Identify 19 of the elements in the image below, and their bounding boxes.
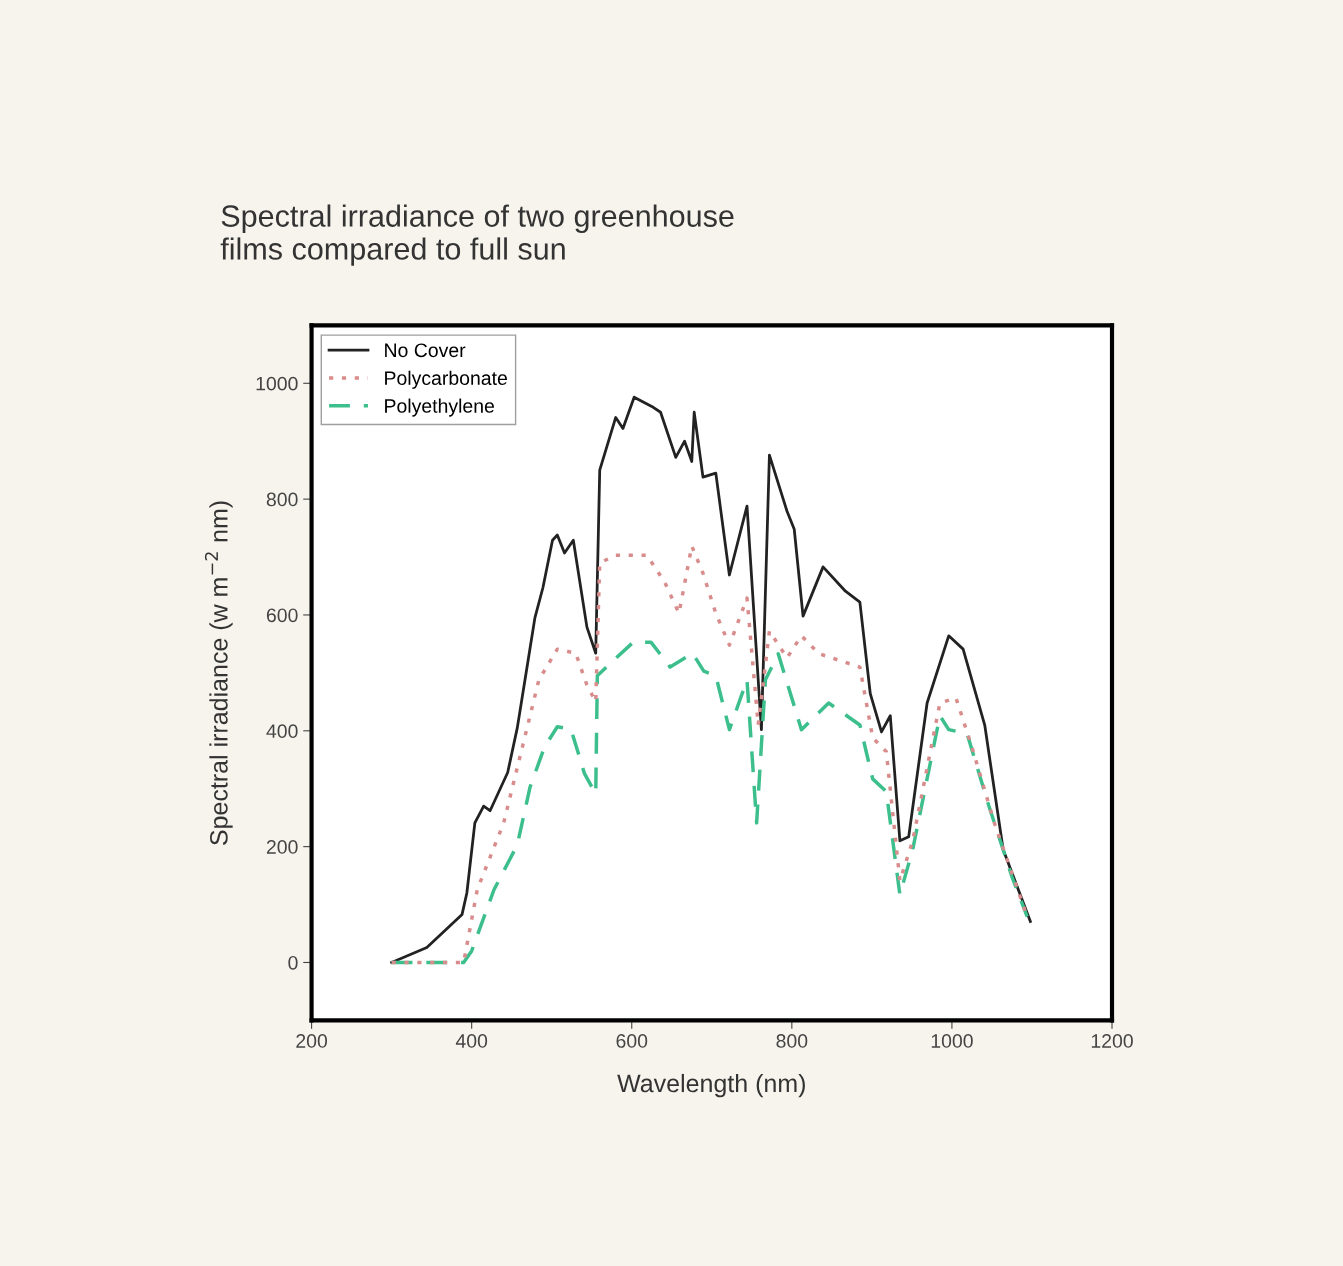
x-tick-label: 600 [616,1034,648,1048]
x-tick-label: 1000 [931,1034,973,1048]
y-axis-title: Spectral irradiance (w m$^{−2}$ nm) [204,501,233,845]
x-tick-label: 800 [776,1034,808,1048]
legend-label: Polycarbonate [385,370,507,389]
y-tick-label: 800 [266,492,298,507]
y-tick-label: 200 [266,840,298,854]
x-tick-label: 200 [296,1034,328,1048]
y-tick-label: 0 [288,955,298,970]
y-tick-label: 400 [266,724,298,739]
chart-title: Spectral irradiance of two greenhouse films compared to full sun [220,204,734,266]
x-tick-label: 1200 [1091,1034,1133,1048]
x-axis-title: Wavelength (nm) [617,1073,805,1098]
legend-label: Polyethylene [385,398,494,417]
y-tick-label: 600 [266,608,298,623]
y-tick-label: 1000 [256,376,298,391]
line-series [389,544,1029,965]
x-tick-label: 400 [455,1034,488,1048]
legend-label: No Cover [385,343,466,358]
